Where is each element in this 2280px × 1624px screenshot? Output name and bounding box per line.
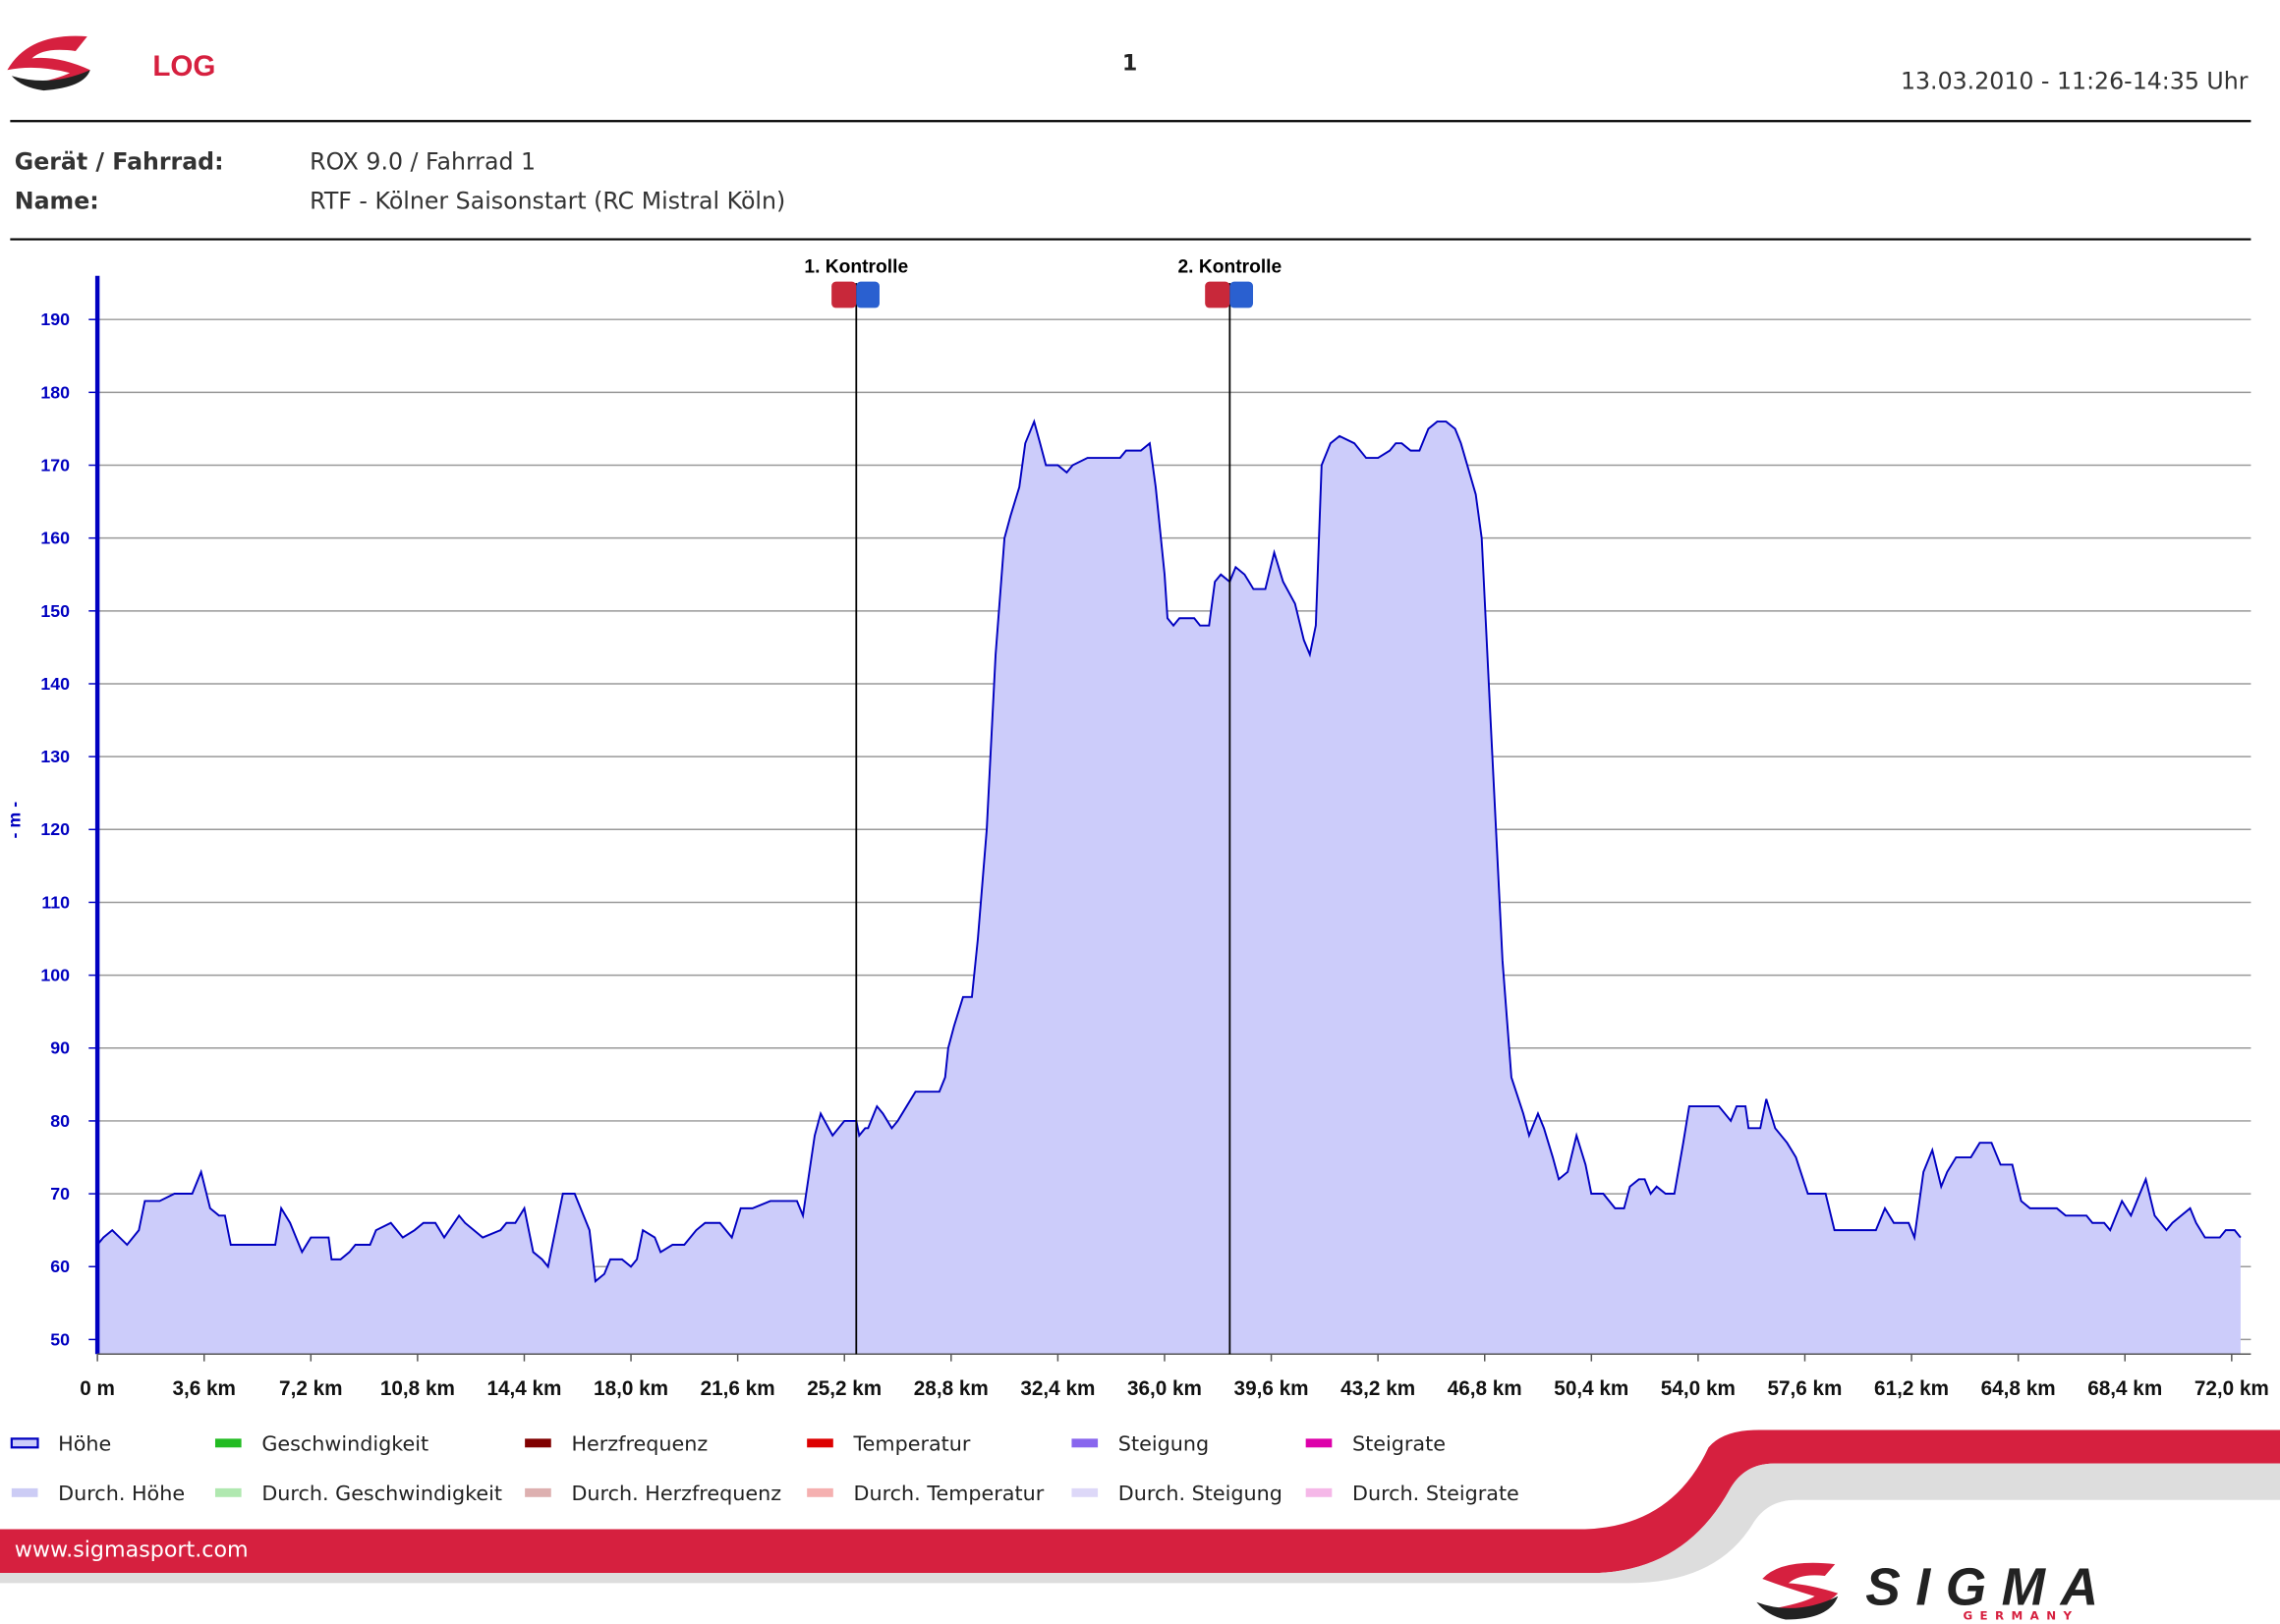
y-tick-label: 190 bbox=[40, 309, 70, 329]
x-tick-label: 72,0 km bbox=[2194, 1377, 2269, 1400]
legend-swatch bbox=[807, 1438, 833, 1448]
legend-label: Durch. Höhe bbox=[58, 1482, 185, 1505]
footer-logo-shadow bbox=[1756, 1596, 1839, 1620]
x-tick-label: 54,0 km bbox=[1661, 1377, 1736, 1400]
legend-label: Durch. Steigrate bbox=[1352, 1482, 1519, 1505]
y-tick-label: 150 bbox=[40, 601, 70, 621]
x-tick-label: 36,0 km bbox=[1127, 1377, 1202, 1400]
footer-url: www.sigmasport.com bbox=[15, 1538, 249, 1563]
y-tick-label: 80 bbox=[50, 1111, 70, 1131]
waypoint-icon bbox=[831, 281, 857, 308]
footer-band-gray bbox=[0, 1463, 2280, 1584]
x-tick-label: 28,8 km bbox=[914, 1377, 989, 1400]
x-tick-label: 46,8 km bbox=[1448, 1377, 1522, 1400]
x-tick-label: 64,8 km bbox=[1981, 1377, 2056, 1400]
footer-band bbox=[0, 1429, 2280, 1574]
x-tick-label: 7,2 km bbox=[279, 1377, 342, 1400]
x-tick-label: 21,6 km bbox=[701, 1377, 775, 1400]
legend-label: Steigung bbox=[1118, 1431, 1209, 1455]
y-tick-label: 90 bbox=[50, 1038, 70, 1058]
y-tick-label: 110 bbox=[41, 892, 70, 912]
legend-swatch bbox=[1071, 1487, 1099, 1497]
y-tick-label: 70 bbox=[50, 1184, 70, 1204]
x-tick-label: 50,4 km bbox=[1554, 1377, 1628, 1400]
legend-swatch bbox=[214, 1487, 242, 1497]
annotation: 2. Kontrolle bbox=[1177, 257, 1282, 278]
footer-logo bbox=[1762, 1562, 1839, 1609]
y-tick-label: 120 bbox=[40, 819, 70, 839]
date: 13.03.2010 - 11:26-14:35 Uhr bbox=[1901, 68, 2249, 95]
x-tick-label: 3,6 km bbox=[172, 1377, 235, 1400]
annotation: 1. Kontrolle bbox=[804, 257, 908, 278]
legend-swatch bbox=[214, 1438, 242, 1448]
x-tick-label: 18,0 km bbox=[594, 1377, 668, 1400]
legend-label: Höhe bbox=[58, 1431, 111, 1455]
x-tick-label: 43,2 km bbox=[1340, 1377, 1415, 1400]
waypoint-icon bbox=[1205, 281, 1230, 308]
x-tick-label: 39,6 km bbox=[1234, 1377, 1309, 1400]
legend-swatch bbox=[807, 1487, 833, 1497]
legend-label: Durch. Steigung bbox=[1118, 1482, 1282, 1505]
page-number: 1 bbox=[1122, 50, 1137, 76]
legend-swatch bbox=[1305, 1438, 1333, 1448]
x-tick-label: 61,2 km bbox=[1874, 1377, 1949, 1400]
info-value: RTF - Kölner Saisonstart (RC Mistral Köl… bbox=[310, 187, 785, 214]
info-label: Name: bbox=[15, 187, 99, 214]
legend-swatch bbox=[525, 1438, 551, 1448]
x-tick-label: 25,2 km bbox=[807, 1377, 882, 1400]
x-tick-label: 10,8 km bbox=[380, 1377, 455, 1400]
legend-label: Geschwindigkeit bbox=[261, 1431, 428, 1455]
plot: 50 60 70 80 90 100 110 120 130 140 150 160 170 180 190… bbox=[10, 257, 2269, 1505]
info-value: ROX 9.0 / Fahrrad 1 bbox=[310, 147, 536, 175]
legend-swatch bbox=[525, 1487, 551, 1497]
legend-label: Temperatur bbox=[853, 1431, 971, 1455]
y-tick-label: 130 bbox=[40, 747, 70, 766]
area bbox=[97, 421, 2241, 1355]
y-tick-label: 140 bbox=[40, 674, 70, 694]
legend-swatch bbox=[11, 1487, 38, 1497]
x-tick-label: 32,4 km bbox=[1020, 1377, 1095, 1400]
brand: LOG bbox=[152, 50, 215, 83]
waypoint-icon bbox=[1229, 281, 1254, 308]
legend-swatch bbox=[1305, 1487, 1333, 1497]
legend-label: Durch. Temperatur bbox=[854, 1482, 1045, 1505]
legend-label: Durch. Herzfrequenz bbox=[571, 1482, 781, 1505]
y-tick-label: 160 bbox=[40, 529, 70, 548]
info-label: Gerät / Fahrrad: bbox=[15, 147, 224, 175]
logo-shadow bbox=[11, 70, 90, 91]
y-tick-label: 180 bbox=[40, 382, 70, 402]
line bbox=[96, 419, 2242, 1283]
y-axis-label: - m - bbox=[5, 802, 25, 839]
y-tick-label: 50 bbox=[50, 1329, 70, 1349]
x-tick-label: 57,6 km bbox=[1767, 1377, 1842, 1400]
x-tick-label: 0 m bbox=[80, 1377, 115, 1400]
legend-swatch bbox=[1071, 1438, 1099, 1448]
footer-sub: GERMANY bbox=[1963, 1609, 2079, 1623]
legend-swatch bbox=[10, 1437, 39, 1449]
waypoint-icon bbox=[856, 281, 880, 308]
legend-label: Herzfrequenz bbox=[571, 1431, 708, 1455]
logo bbox=[7, 35, 90, 86]
x-tick-label: 68,4 km bbox=[2087, 1377, 2162, 1400]
y-tick-label: 170 bbox=[40, 455, 70, 475]
x-tick-label: 14,4 km bbox=[486, 1377, 561, 1400]
y-tick-label: 100 bbox=[40, 966, 70, 985]
legend-label: Durch. Geschwindigkeit bbox=[261, 1482, 502, 1505]
y-tick-label: 60 bbox=[50, 1257, 70, 1276]
legend-label: Steigrate bbox=[1352, 1431, 1446, 1455]
